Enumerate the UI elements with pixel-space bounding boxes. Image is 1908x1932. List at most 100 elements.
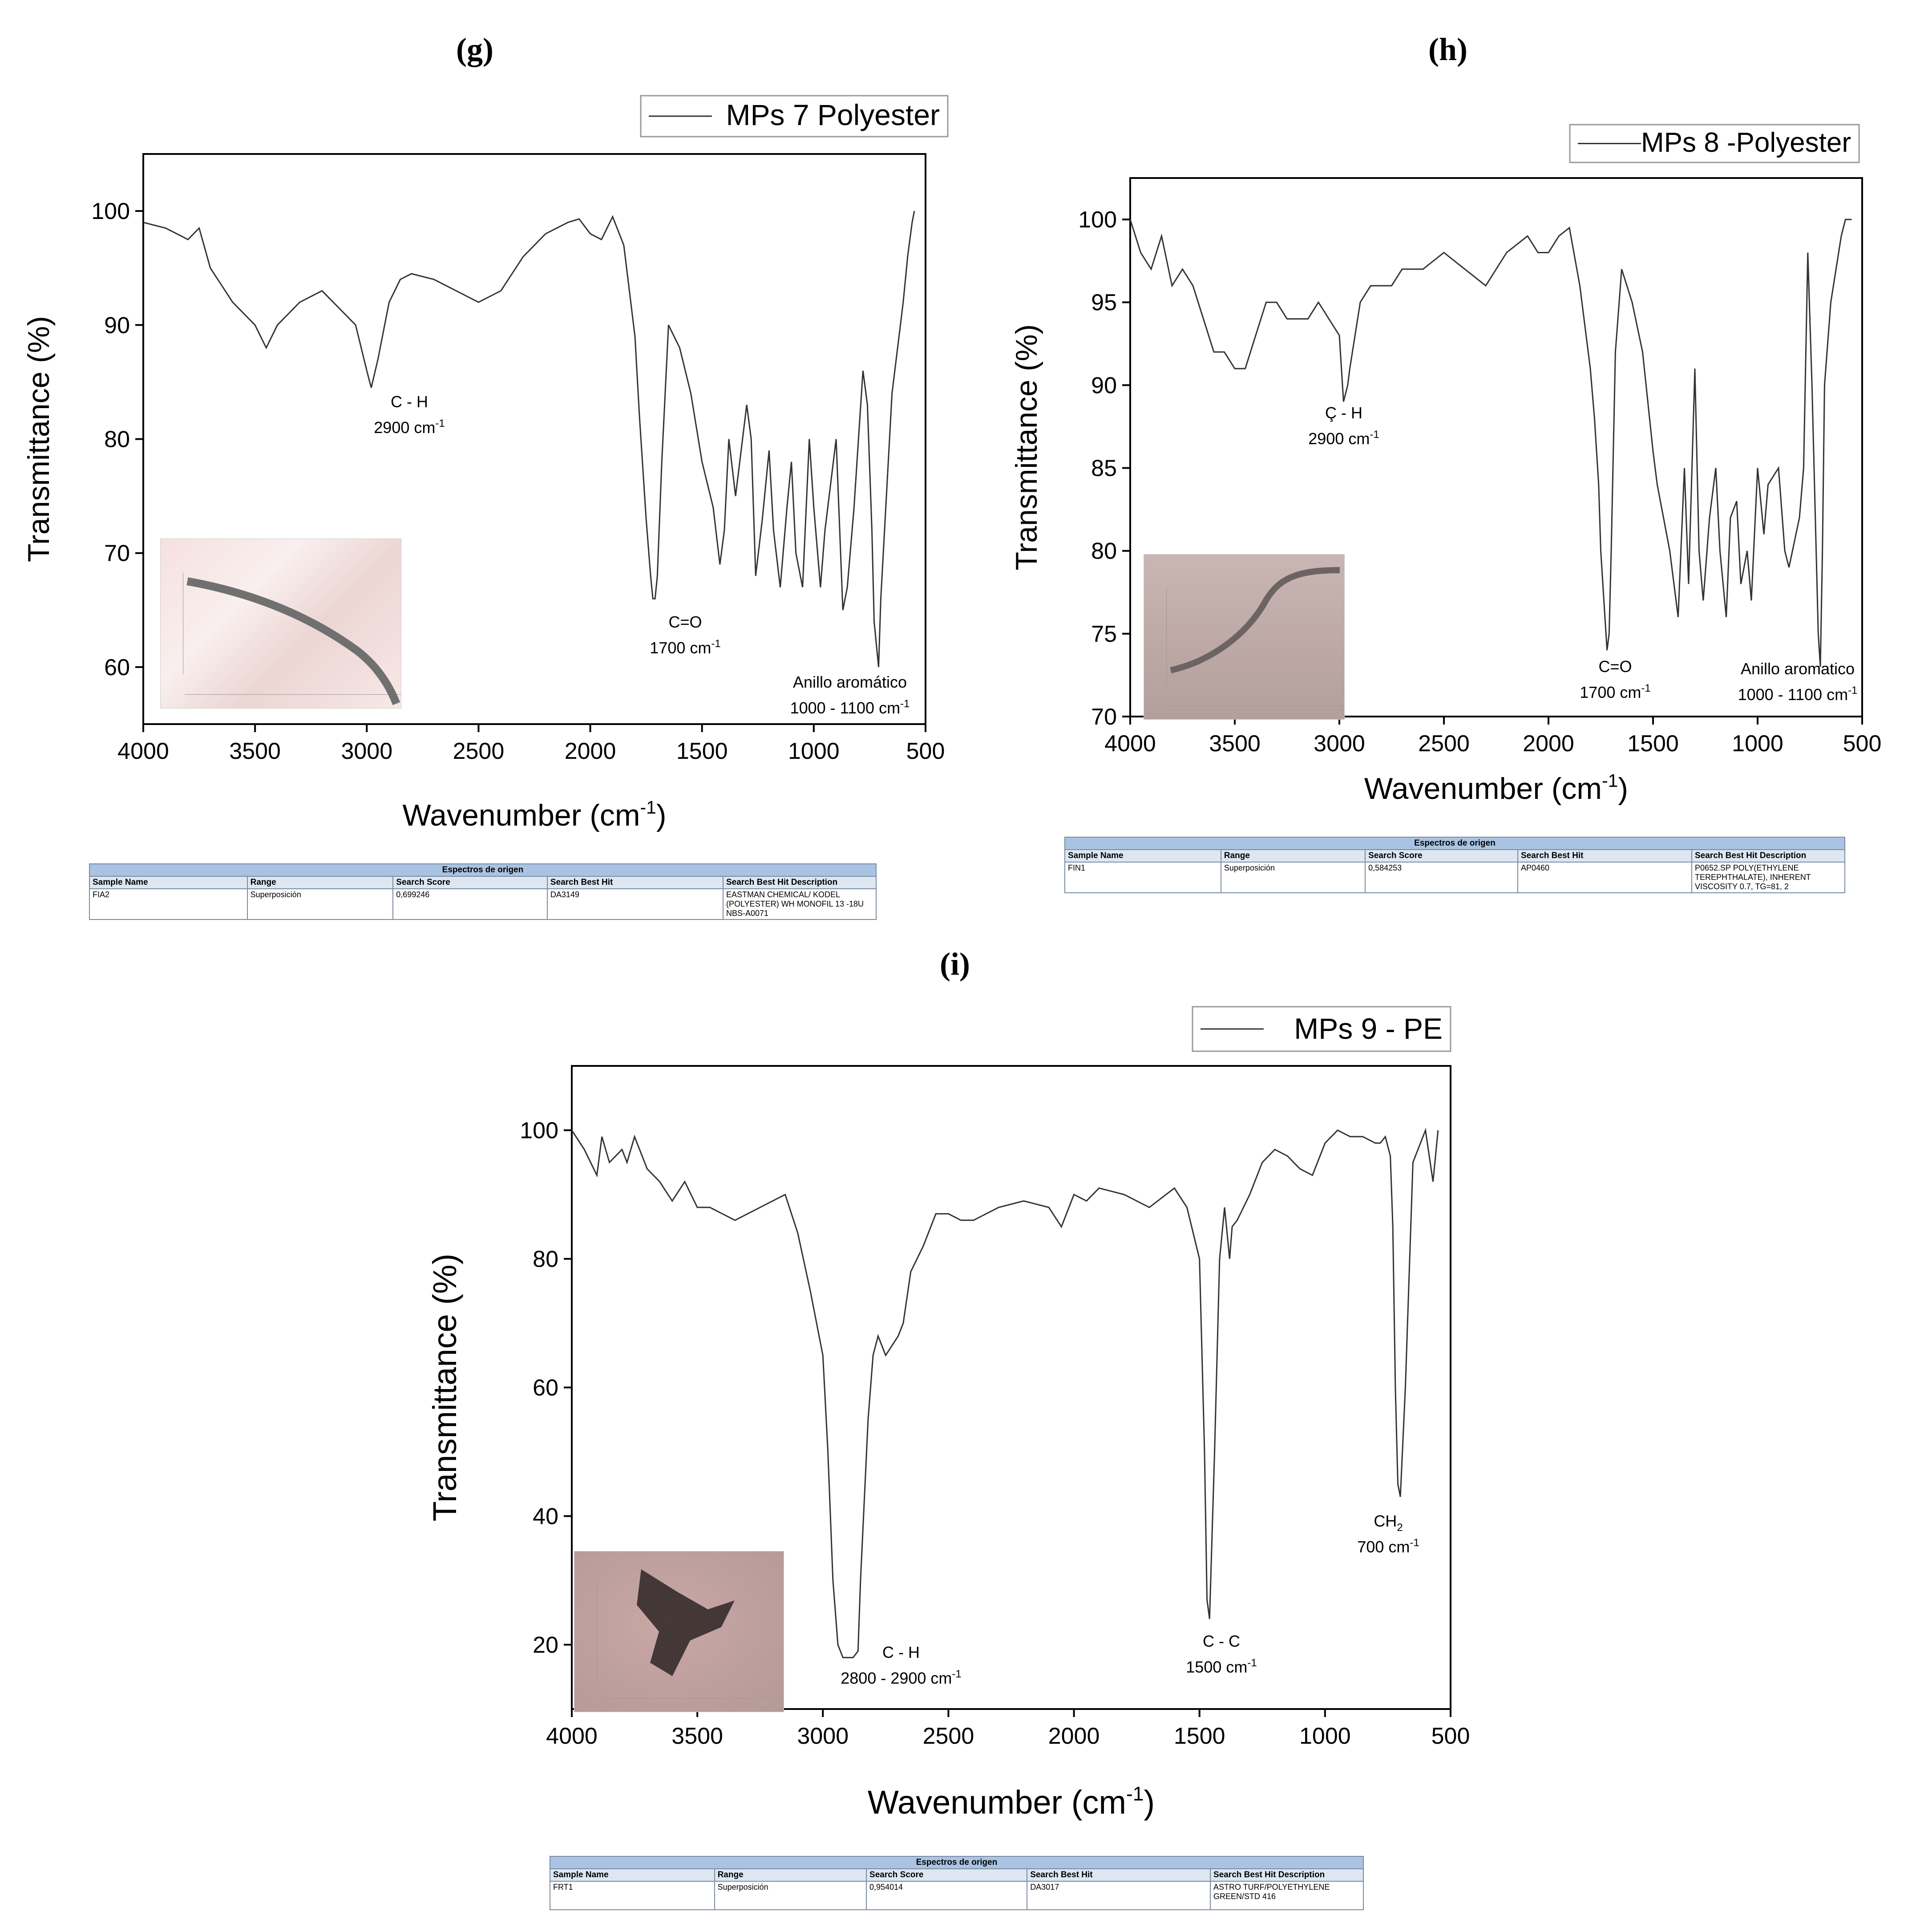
- micrograph-y-scale: [162, 573, 183, 674]
- y-tick-label: 85: [1091, 456, 1117, 482]
- table-cell: DA3017: [1027, 1881, 1211, 1910]
- table-header: Sample Name: [550, 1868, 715, 1882]
- table-cell: P0652.SP POLY(ETHYLENE TEREPHTHALATE), I…: [1691, 862, 1845, 893]
- result-table-g: Espectros de origen Sample Name Range Se…: [89, 863, 877, 920]
- micrograph-x-scale: [1168, 705, 1344, 718]
- panel-label-h: (h): [1428, 32, 1467, 67]
- x-tick-label: 2500: [923, 1723, 974, 1749]
- table-caption: Espectros de origen: [89, 863, 877, 877]
- x-tick-label: 1500: [1174, 1723, 1225, 1749]
- table-cell: FIN1: [1064, 862, 1221, 893]
- table-cell: FIA2: [89, 888, 248, 920]
- peak-annotation: C=O 1700 cm-1: [1580, 657, 1650, 701]
- table-row: FIA2 Superposición 0,699246 DA3149 EASTM…: [89, 888, 877, 920]
- y-tick-label: 80: [1091, 539, 1117, 564]
- annotation-wavenumber: 1000 - 1100 cm-1: [1738, 685, 1858, 704]
- table-row: FIN1 Superposición 0,584253 AP0460 P0652…: [1064, 862, 1845, 893]
- y-tick-label: 100: [1078, 207, 1117, 233]
- micrograph-x-scale: [185, 694, 401, 707]
- x-tick-label: 3500: [1209, 731, 1261, 757]
- x-tick-label: 500: [1843, 731, 1882, 757]
- annotation-group: C - H: [391, 393, 428, 411]
- spectrum-line: [571, 1127, 1439, 1658]
- table-header: Range: [1220, 849, 1366, 863]
- table-header: Search Best Hit: [1517, 849, 1692, 863]
- table-header: Sample Name: [1064, 849, 1221, 863]
- chart-g: 4000 3500 3000 2500 2000 1500 1000 500 60 70 80 90 1…: [22, 95, 949, 832]
- x-tick-label: 3000: [341, 738, 392, 764]
- micrograph-x-scale: [598, 1698, 784, 1711]
- x-axis-title: Wavenumber (cm-1): [403, 797, 667, 832]
- annotation-group: C - H: [882, 1643, 920, 1661]
- x-axis-title: Wavenumber (cm-1): [1364, 770, 1628, 806]
- table-header: Search Best Hit: [1027, 1868, 1211, 1882]
- micrograph-image-i: [574, 1551, 784, 1712]
- x-tick-label: 500: [906, 738, 945, 764]
- table-caption: Espectros de origen: [1064, 837, 1845, 850]
- annotation-wavenumber: 2800 - 2900 cm-1: [841, 1668, 962, 1687]
- x-tick-label: 2000: [1523, 731, 1574, 757]
- spectrum-line: [1129, 219, 1852, 667]
- annotation-group: Anillo aromático: [793, 673, 907, 691]
- x-tick-label: 3500: [229, 738, 281, 764]
- panel-label-g: (g): [456, 32, 493, 67]
- micrograph-particle-i: [637, 1569, 735, 1676]
- annotation-wavenumber: 2900 cm-1: [1308, 429, 1379, 448]
- peak-annotation: Anillo aromatico 1000 - 1100 cm-1: [1738, 660, 1858, 704]
- table-cell: AP0460: [1517, 862, 1692, 893]
- chart-i: 4000 3500 3000 2500 2000 1500 1000 500 20 40 60 80 1…: [426, 1006, 1470, 1821]
- panel-label-i: (i): [940, 946, 970, 982]
- peak-annotation: CH2 700 cm-1: [1357, 1512, 1419, 1556]
- annotation-wavenumber: 1500 cm-1: [1186, 1657, 1257, 1676]
- y-tick-label: 90: [104, 312, 130, 338]
- peak-annotation: Ç - H 2900 cm-1: [1308, 404, 1379, 448]
- x-tick-label: 4000: [117, 738, 169, 764]
- annotation-wavenumber: 1000 - 1100 cm-1: [790, 698, 910, 717]
- result-table-h: Espectros de origen Sample Name Range Se…: [1064, 837, 1845, 893]
- peak-annotation: C=O 1700 cm-1: [650, 613, 720, 657]
- x-tick-label: 1500: [676, 738, 728, 764]
- plot-frame: [1129, 177, 1863, 717]
- table-cell: Superposición: [714, 1881, 867, 1910]
- table-cell: Superposición: [247, 888, 394, 920]
- table-header: Sample Name: [89, 876, 248, 889]
- annotation-group: Anillo aromatico: [1741, 660, 1855, 678]
- y-axis-title: Transmittance (%): [1010, 324, 1043, 571]
- spectrum-line: [143, 211, 915, 668]
- table-cell: ASTRO TURF/POLYETHYLENE GREEN/STD 416: [1210, 1881, 1364, 1910]
- y-tick-label: 40: [533, 1504, 558, 1530]
- table-header: Search Best Hit Description: [723, 876, 877, 889]
- y-tick-label: 80: [104, 427, 130, 453]
- table-cell: DA3149: [546, 888, 724, 920]
- micrograph-image-g: [160, 539, 401, 709]
- annotation-wavenumber: 1700 cm-1: [1580, 682, 1650, 701]
- y-tick-label: 80: [533, 1247, 558, 1272]
- table-header: Search Best Hit: [546, 876, 724, 889]
- x-tick-label: 3000: [797, 1723, 849, 1749]
- x-tick-label: 2500: [1418, 731, 1470, 757]
- peak-annotation: C - C 1500 cm-1: [1186, 1632, 1257, 1676]
- annotation-group: C=O: [668, 613, 702, 631]
- annotation-group: CH2: [1374, 1512, 1403, 1534]
- chart-h: 4000 3500 3000 2500 2000 1500 1000 500 70 75 80 85 9…: [1010, 124, 1882, 806]
- x-tick-label: 1000: [788, 738, 840, 764]
- table-header: Search Score: [392, 876, 548, 889]
- peak-annotation: C - H 2900 cm-1: [374, 393, 445, 437]
- annotation-group: Ç - H: [1325, 404, 1362, 422]
- x-axis-title: Wavenumber (cm-1): [868, 1783, 1155, 1821]
- y-tick-label: 100: [91, 198, 130, 224]
- y-tick-label: 20: [533, 1632, 558, 1658]
- x-tick-label: 4000: [546, 1723, 598, 1749]
- peak-annotation: Anillo aromático 1000 - 1100 cm-1: [790, 673, 910, 717]
- table-header: Range: [247, 876, 394, 889]
- annotation-group: C=O: [1598, 657, 1632, 676]
- y-tick-label: 90: [1091, 373, 1117, 398]
- y-axis-title: Transmittance (%): [426, 1254, 463, 1522]
- x-tick-label: 3500: [671, 1723, 723, 1749]
- table-header: Search Score: [866, 1868, 1028, 1882]
- legend-label: MPs 7 Polyester: [726, 98, 940, 131]
- y-tick-label: 60: [104, 655, 130, 680]
- x-tick-label: 2500: [453, 738, 505, 764]
- table-cell: FRT1: [550, 1881, 715, 1910]
